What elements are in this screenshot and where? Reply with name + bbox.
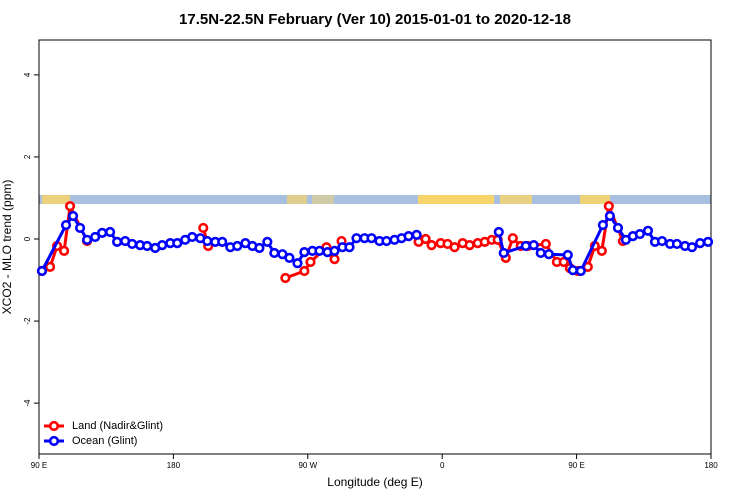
data-point	[543, 249, 554, 260]
y-axis-label: XCO2 - MLO trend (ppm)	[0, 180, 14, 315]
land-ocean-strip	[39, 195, 711, 204]
data-point	[344, 242, 355, 253]
data-point	[60, 219, 72, 231]
data-point	[535, 247, 546, 259]
data-point	[314, 245, 325, 256]
y-tick-label: 4	[23, 72, 32, 77]
data-point	[498, 247, 509, 259]
data-point	[597, 219, 608, 231]
data-point	[157, 240, 168, 251]
y-tick-label: -4	[23, 399, 32, 407]
data-point	[449, 242, 460, 253]
data-point	[558, 256, 569, 268]
data-point	[74, 222, 86, 234]
data-point	[284, 252, 295, 263]
data-point	[269, 247, 280, 259]
data-point	[604, 210, 616, 222]
x-tick-label: 0	[440, 461, 445, 470]
data-point	[217, 236, 228, 247]
data-point	[507, 233, 518, 244]
data-point	[36, 265, 48, 277]
data-point	[232, 240, 243, 252]
data-point	[97, 227, 108, 238]
data-point	[299, 265, 310, 277]
data-point	[403, 231, 414, 242]
data-point	[426, 240, 437, 251]
data-point	[671, 238, 683, 250]
data-point	[64, 201, 76, 212]
legend-label: Land (Nadir&Glint)	[72, 420, 163, 432]
data-point	[254, 242, 265, 254]
data-point	[329, 254, 340, 265]
data-point	[642, 225, 654, 236]
data-point	[90, 231, 101, 243]
data-point	[292, 258, 303, 269]
data-point	[142, 240, 153, 252]
data-point	[112, 236, 123, 247]
data-point	[612, 222, 624, 234]
plot-frame	[38, 39, 712, 455]
y-tick-label: -2	[23, 317, 32, 325]
data-point	[702, 236, 714, 247]
data-point	[198, 222, 209, 234]
data-point	[202, 235, 213, 247]
data-point	[67, 210, 79, 222]
data-point	[172, 238, 183, 249]
data-point	[44, 261, 56, 272]
data-point	[694, 238, 706, 249]
data-point	[104, 226, 116, 238]
legend-marker	[48, 420, 60, 432]
chart-title: 17.5N-22.5N February (Ver 10) 2015-01-01…	[179, 11, 571, 28]
legend-marker	[48, 435, 60, 447]
legend-box	[40, 416, 151, 453]
data-point	[464, 240, 475, 251]
data-point	[575, 265, 586, 277]
data-point	[562, 249, 573, 261]
data-point	[262, 236, 273, 247]
data-point	[305, 256, 316, 268]
data-point	[603, 201, 614, 212]
data-point	[127, 238, 138, 250]
data-point	[493, 226, 504, 238]
x-tick-label: 180	[167, 461, 181, 470]
data-point	[299, 247, 310, 258]
data-point	[58, 245, 70, 256]
data-point	[596, 245, 607, 256]
data-point	[528, 240, 539, 251]
data-point	[351, 233, 362, 244]
x-axis-label: Longitude (deg E)	[327, 475, 422, 489]
data-point	[329, 245, 340, 256]
data-point	[81, 234, 93, 245]
x-tick-label: 90 E	[568, 461, 584, 470]
data-point	[567, 265, 578, 276]
y-tick-label: 2	[23, 154, 32, 159]
data-point	[420, 233, 431, 245]
data-point	[520, 240, 531, 252]
legend-label: Ocean (Glint)	[72, 435, 137, 447]
data-point	[634, 228, 646, 240]
x-tick-label: 90 E	[31, 461, 47, 470]
x-tick-label: 180	[704, 461, 718, 470]
data-point	[540, 238, 551, 250]
data-point	[366, 233, 377, 244]
data-point	[411, 229, 422, 240]
data-point	[187, 231, 198, 243]
data-point	[280, 272, 291, 284]
data-point	[381, 235, 392, 247]
data-point	[686, 242, 698, 253]
data-point	[656, 235, 668, 247]
y-tick-label: 0	[23, 236, 32, 241]
x-tick-label: 90 W	[298, 461, 317, 470]
